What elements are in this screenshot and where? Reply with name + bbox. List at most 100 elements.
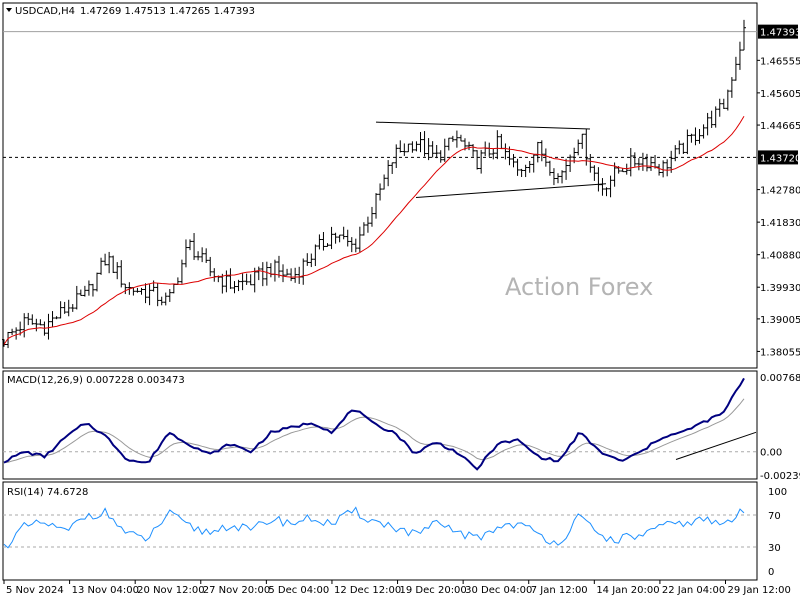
- price-bar: [111, 255, 116, 273]
- price-bar: [228, 268, 233, 289]
- time-axis-tick: 22 Jan 04:00: [662, 585, 725, 596]
- price-bar: [382, 174, 387, 190]
- price-bar: [697, 129, 702, 144]
- price-bar: [135, 287, 140, 293]
- price-bar: [685, 129, 690, 155]
- price-bar: [515, 158, 520, 176]
- price-bar: [511, 154, 516, 168]
- price-bar: [62, 301, 67, 314]
- price-bar: [632, 152, 637, 167]
- price-bar: [159, 296, 164, 306]
- price-bar: [604, 187, 609, 197]
- price-bar: [289, 268, 294, 282]
- price-bar: [95, 272, 100, 292]
- price-axis-tick: 1.42780: [760, 186, 800, 197]
- price-bar: [737, 41, 742, 70]
- price-bar: [426, 138, 431, 161]
- price-bar: [568, 154, 573, 172]
- price-bar: [167, 289, 172, 302]
- price-bar: [204, 248, 209, 263]
- price-bar: [248, 274, 253, 286]
- price-bar: [143, 283, 148, 304]
- price-bar: [673, 145, 678, 162]
- price-bar: [244, 273, 249, 285]
- symbol-header: USDCAD,H4: [15, 6, 75, 17]
- time-axis-tick: 5 Dec 04:00: [268, 585, 329, 596]
- rsi-panel-frame: [2, 481, 758, 581]
- price-bar: [547, 160, 552, 176]
- price-bar: [454, 130, 459, 148]
- price-layer: [2, 19, 757, 349]
- price-axis-tick: 1.40880: [760, 251, 800, 262]
- price-bar: [369, 206, 374, 227]
- price-bar: [669, 150, 674, 173]
- price-bar: [305, 253, 310, 266]
- price-bar: [701, 124, 706, 139]
- price-bar: [418, 131, 423, 153]
- price-bar: [648, 156, 653, 171]
- price-bar: [721, 98, 726, 109]
- price-bar: [74, 285, 79, 310]
- price-bar: [576, 139, 581, 156]
- price-bar: [438, 150, 443, 163]
- price-bar: [78, 289, 83, 296]
- price-bar: [527, 160, 532, 173]
- price-bar: [240, 273, 245, 291]
- price-bar: [192, 233, 197, 260]
- price-bar: [183, 239, 188, 268]
- price-bar: [264, 261, 269, 286]
- price-bar: [232, 281, 237, 294]
- price-bar: [705, 112, 710, 136]
- price-axis-tick: 1.41830: [760, 218, 800, 229]
- triangle-lower-trendline[interactable]: [415, 183, 607, 198]
- price-bar: [70, 304, 75, 312]
- price-bar: [560, 170, 565, 184]
- price-bar: [107, 251, 112, 274]
- price-bar: [357, 226, 362, 253]
- price-bar: [285, 268, 290, 276]
- price-bar: [236, 279, 241, 292]
- time-axis-tick: 5 Nov 2024: [6, 585, 64, 596]
- price-bar: [22, 313, 27, 338]
- price-bar: [50, 311, 55, 328]
- macd-axis-tick: 0.00: [760, 448, 782, 459]
- triangle-upper-trendline[interactable]: [375, 121, 591, 130]
- price-bar: [523, 164, 528, 178]
- price-bar: [729, 77, 734, 98]
- price-bar: [260, 262, 265, 287]
- price-bar: [329, 226, 334, 250]
- current-price-box: [758, 24, 798, 39]
- price-bar: [155, 283, 160, 307]
- price-bar: [337, 234, 342, 243]
- price-bar: [471, 144, 476, 157]
- price-bar: [588, 154, 593, 173]
- price-bar: [256, 266, 261, 281]
- price-bar: [539, 140, 544, 162]
- price-bar: [349, 237, 354, 253]
- time-axis-tick: 12 Dec 12:00: [334, 585, 401, 596]
- price-bar: [313, 244, 318, 267]
- price-bar: [458, 134, 463, 142]
- price-bar: [709, 110, 714, 128]
- time-axis-tick: 27 Nov 20:00: [203, 585, 270, 596]
- macd-trendline[interactable]: [675, 431, 757, 460]
- price-bar: [119, 260, 124, 288]
- price-bar: [281, 264, 286, 283]
- symbol-menu-arrow-icon[interactable]: [6, 8, 12, 12]
- price-bar: [10, 328, 15, 336]
- price-bar: [220, 273, 225, 294]
- price-bar: [608, 175, 613, 198]
- price-bar: [353, 238, 358, 253]
- price-bar: [713, 106, 718, 128]
- price-bar: [309, 253, 314, 268]
- price-bar: [345, 229, 350, 247]
- rsi-header: RSI(14) 74.6728: [7, 487, 88, 498]
- macd-signal-line: [3, 398, 745, 464]
- price-bar: [446, 137, 451, 151]
- price-bar: [693, 127, 698, 146]
- price-bar: [333, 232, 338, 244]
- price-bar: [361, 222, 366, 236]
- price-bar: [479, 149, 484, 174]
- price-bar: [38, 319, 43, 326]
